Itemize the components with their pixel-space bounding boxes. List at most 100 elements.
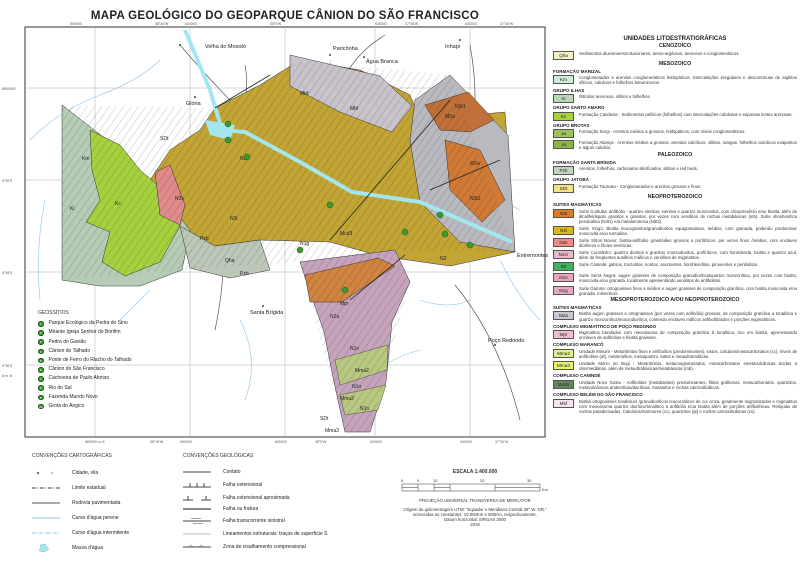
unit-label: Ki [70,206,74,212]
unit-description: Migmatitos bandados com mesossoma de com… [579,330,797,341]
geosite-name: Fazenda Mundo Novo [48,393,98,400]
group-heading: GRUPO JATOBÁ [553,177,589,183]
geosite-item[interactable]: 6 Cânion do São Francisco [38,365,132,374]
svg-text:600000: 600000 [275,440,287,444]
legend-lineaments: Lineamentos estruturais: traços de super… [223,530,328,537]
unit-swatch: Mcd3 [553,379,574,389]
era-heading: MESOZOICO [658,60,692,67]
unit-swatch: Mbf [553,398,574,408]
unit-swatch: Mma3 [553,361,574,371]
hillshade [62,60,515,432]
geosite-item[interactable]: 5 Ponte de Ferro do Riacho do Talhado [38,356,132,365]
geosite-marker[interactable] [326,201,334,209]
group-heading: COMPLEXO CANINDÉ [553,373,601,379]
svg-text:9°45'S: 9°45'S [2,271,13,275]
unit-label: N3t2 [470,196,481,202]
place-poco-redondo: Poço Redondo [488,338,524,344]
geosite-name: Pedra do Gavião [48,338,87,345]
geosite-item[interactable]: 4 Cânion do Talhado [38,347,132,356]
unit-description: Conglomerados e arenitos conglomeráticos… [579,75,797,86]
geosite-marker[interactable] [224,120,232,128]
unit-description: Formação Candeias - Sedimentos pelíticos… [579,111,793,117]
unit-description: Formação Sergi - Arenitos médios a gross… [579,129,746,135]
geosite-name: Parque Ecológico da Pedra do Sino [48,320,128,327]
unit-swatch: N2 [553,262,574,272]
geosite-marker[interactable] [341,286,349,294]
svg-text:30: 30 [527,478,532,483]
map-title: MAPA GEOLÓGICO DO GEOPARQUE CÂNION DO SÃ… [90,10,480,22]
geosite-marker-icon: 2 [38,330,44,336]
legend-unit-n1g: N1g Suíte Garrote: ortognaisses finos a m… [553,285,797,296]
unit-label: N3i [240,156,248,162]
geosite-item[interactable]: 3 Pedra do Gavião [38,338,132,347]
legend-perennial-river: Curso d'água perene [72,514,119,521]
unit-swatch: N1g [553,285,574,295]
group-heading: FORMAÇÃO MARIZAL [553,68,601,74]
group-heading: GRUPO BROTAS [553,122,590,128]
geosite-item[interactable]: 1 Parque Ecológico da Pedra do Sino [38,319,132,328]
legend-intermittent-river: Curso d'água intermitente [72,529,130,536]
unit-label: N1n [360,406,369,412]
svg-text:8 m. N: 8 m. N [2,374,13,378]
geosite-marker-icon: 7 [38,376,44,382]
legend-contact: Contato [223,468,241,475]
place-inhapi: Inhapi [445,44,460,50]
legend-city: Cidade, vila [72,469,99,476]
unit-swatch: Ja [553,140,574,150]
legend-unit-n2cr: N2cr Suíte Curralinho: quartzo dioritos e… [553,250,797,260]
legend-shear-zone: Zona de cisalhamento compressional [223,543,306,550]
svg-text:38°0'W: 38°0'W [315,440,327,444]
faults [214,74,501,301]
geosite-marker[interactable] [441,230,449,238]
geosite-name: Rio do Sal [48,384,72,391]
unit-description: Sedimentos aluvionares/coluvionares, are… [579,50,740,56]
geosite-marker[interactable] [224,136,232,144]
svg-text:590000: 590000 [70,22,82,26]
unit-label: N3s [175,196,184,202]
geological-map[interactable]: Velha do Moxotó Paricônha Água Branca In… [0,0,550,445]
geosite-marker[interactable] [466,241,474,249]
legend-state-limit: Limite estadual [72,484,106,491]
geosite-item[interactable]: 7 Cachoeira de Paulo Afonso [38,374,132,383]
svg-text:37°30'W: 37°30'W [500,22,514,26]
geosite-marker[interactable] [401,228,409,236]
geosite-marker[interactable] [296,246,304,254]
geosite-name: Ponte de Ferro do Riacho do Talhado [48,357,132,364]
unit-description: Suíte Canindé: gabros, troctolitos, nori… [579,262,759,268]
unit-description: Suíte Serra Negra: augen gnaisses de com… [579,273,797,284]
svg-text:38°30'W: 38°30'W [155,22,169,26]
legend-unit-mpr: Mpr Migmatitos bandados com mesossoma de … [553,330,797,340]
group-heading: SUÍTES MAGMÁTICAS [553,304,602,310]
unit-description: Biotita ortognaisses tonalíticos /granod… [579,398,797,414]
unit-swatch: N3t [553,208,574,218]
origin-note: Origem da quilometragem UTM: "Equador e … [403,507,547,512]
geosite-item[interactable]: 8 Rio do Sal [38,384,132,393]
geosite-marker-icon: 4 [38,348,44,355]
geosite-marker[interactable] [436,211,444,219]
geosites-heading: GEOSSÍTIOS [38,310,69,316]
unit-description: Suíte Garrote: ortognaisses finos a médi… [579,285,797,296]
svg-text:590000: 590000 [180,440,192,444]
geosite-marker[interactable] [243,153,251,161]
geosite-item[interactable]: 9 Fazenda Mundo Novo [38,393,132,402]
geosite-item[interactable]: 2 Mirante Igreja Senhor do Bonfim [38,328,132,337]
unit-description: Unidade Minuim - Metaritmitos finos e an… [579,348,797,360]
unit-swatch: N1n [553,273,574,283]
scale-title: ESCALA 1:400.000 [452,469,498,475]
unit-label: N2 [440,256,447,262]
unit-swatch: Ki [553,94,574,104]
geosite-name: Cachoeira de Paulo Afonso [48,375,110,382]
unit-swatch: N3i [553,225,574,235]
geosite-name: Grota do Angico [48,403,85,410]
unit-label: Mma2 [340,396,354,402]
geosite-marker-icon: 5 [38,357,44,364]
unit-label: Mpr [340,301,349,307]
geosite-name: Cânion do Talhado [48,347,91,354]
unit-label: Mma2 [355,368,369,374]
unit-description: Ritmitos arenosos, siltitos e folhelhos. [579,94,651,100]
legend-fault-fracture: Falha ou fratura [223,506,259,512]
unit-description: Suíte Sítios Novos: biotita-anfibólio gr… [579,237,797,249]
unit-swatch: N3s [553,237,574,247]
year: 2018 [470,522,480,527]
geosite-item[interactable]: 10 Grota do Angico [38,402,132,411]
